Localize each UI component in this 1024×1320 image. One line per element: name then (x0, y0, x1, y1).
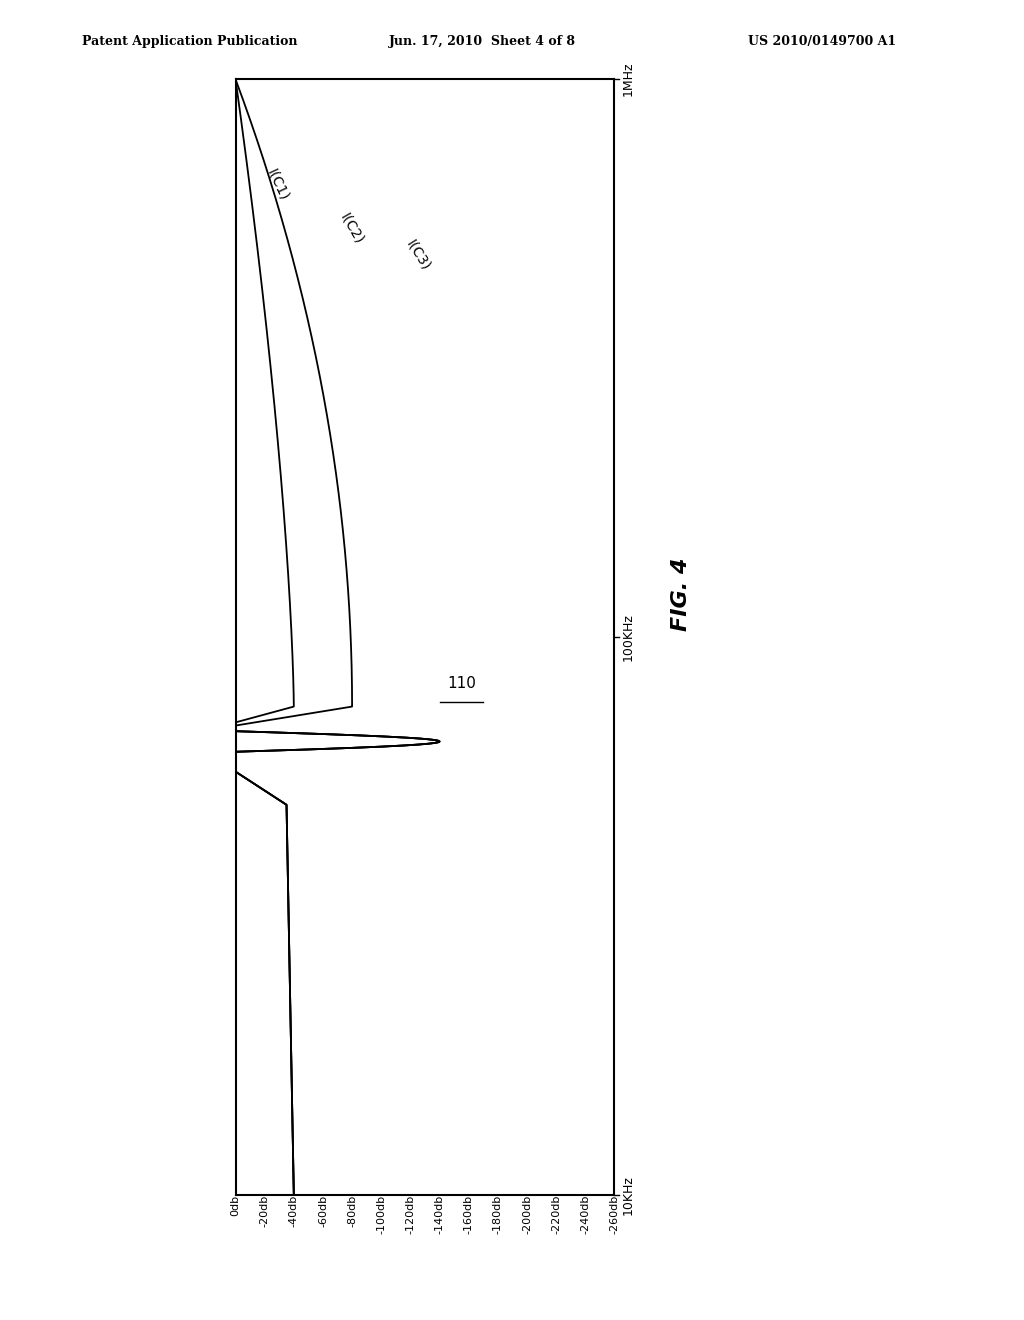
Text: -20db: -20db (260, 1195, 269, 1226)
Text: -180db: -180db (493, 1195, 503, 1234)
Text: Jun. 17, 2010  Sheet 4 of 8: Jun. 17, 2010 Sheet 4 of 8 (389, 34, 577, 48)
Text: -60db: -60db (318, 1195, 328, 1226)
Text: -240db: -240db (581, 1195, 590, 1234)
Text: Patent Application Publication: Patent Application Publication (82, 34, 297, 48)
Text: I(C3): I(C3) (403, 236, 433, 273)
Text: I(C2): I(C2) (338, 211, 367, 247)
Text: -100db: -100db (376, 1195, 386, 1234)
Text: 1MHz: 1MHz (622, 62, 635, 96)
Text: -260db: -260db (609, 1195, 620, 1234)
Text: -160db: -160db (464, 1195, 474, 1234)
Text: -40db: -40db (289, 1195, 299, 1226)
Text: -120db: -120db (406, 1195, 416, 1234)
Text: -80db: -80db (347, 1195, 357, 1226)
Text: I(C1): I(C1) (264, 166, 292, 203)
Text: 10KHz: 10KHz (622, 1175, 635, 1214)
Text: -140db: -140db (434, 1195, 444, 1234)
Text: 110: 110 (446, 676, 476, 690)
Text: US 2010/0149700 A1: US 2010/0149700 A1 (748, 34, 896, 48)
Text: 100KHz: 100KHz (622, 612, 635, 661)
Text: FIG. 4: FIG. 4 (671, 557, 691, 631)
Text: -200db: -200db (522, 1195, 531, 1234)
Text: 0db: 0db (230, 1195, 241, 1216)
Text: -220db: -220db (551, 1195, 561, 1234)
